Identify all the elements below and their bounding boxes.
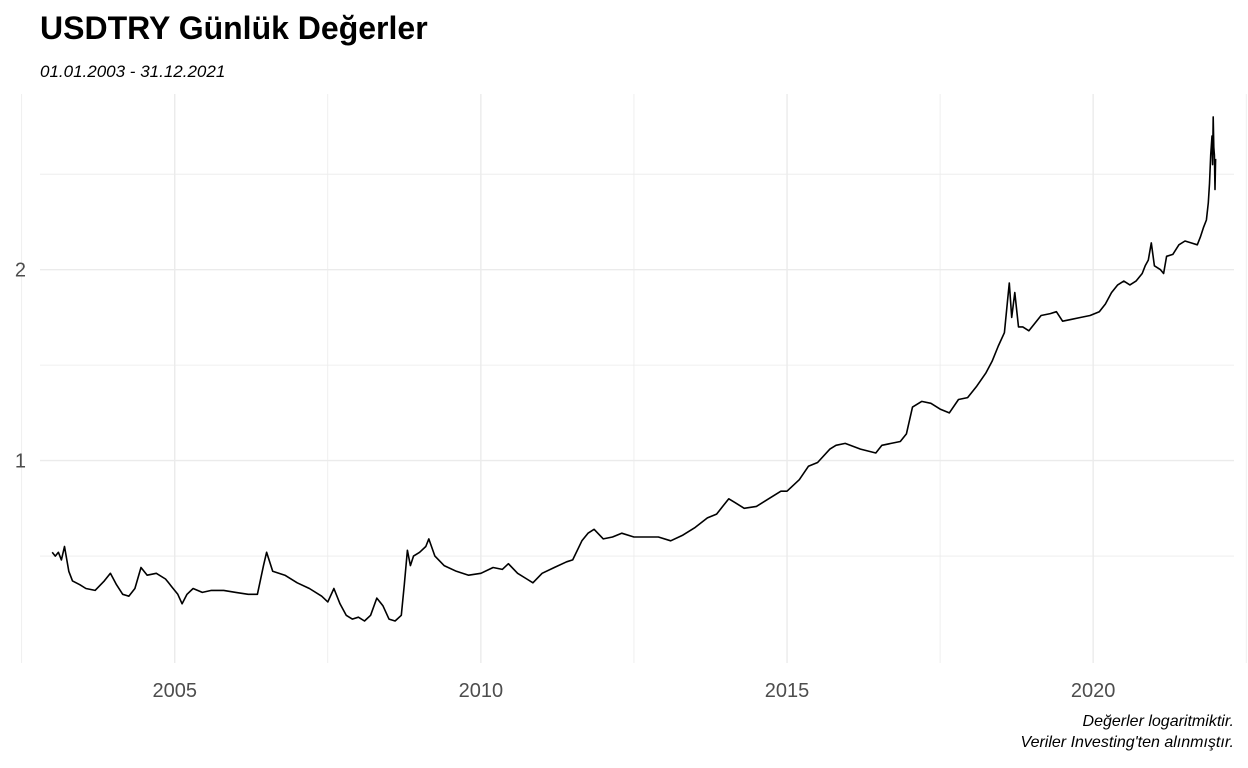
x-axis-labels: 2005 2010 2015 2020: [152, 680, 1115, 702]
x-tick-label: 2005: [152, 680, 197, 702]
grid-minor: [21, 94, 1247, 663]
x-tick-label: 2010: [459, 680, 504, 702]
chart-title: USDTRY Günlük Değerler: [40, 10, 428, 46]
y-tick-label: 2: [15, 260, 26, 282]
y-axis-labels: 12: [15, 260, 26, 473]
grid-major: [40, 94, 1234, 663]
caption-source-note: Veriler Investing'ten alınmıştır.: [1020, 734, 1234, 751]
x-tick-label: 2020: [1071, 680, 1116, 702]
y-tick-label: 1: [15, 451, 26, 473]
caption-log-note: Değerler logaritmiktir.: [1082, 713, 1234, 730]
x-tick-label: 2015: [765, 680, 810, 702]
series-line-usdtry: [51, 116, 1217, 622]
chart-subtitle: 01.01.2003 - 31.12.2021: [40, 62, 226, 81]
